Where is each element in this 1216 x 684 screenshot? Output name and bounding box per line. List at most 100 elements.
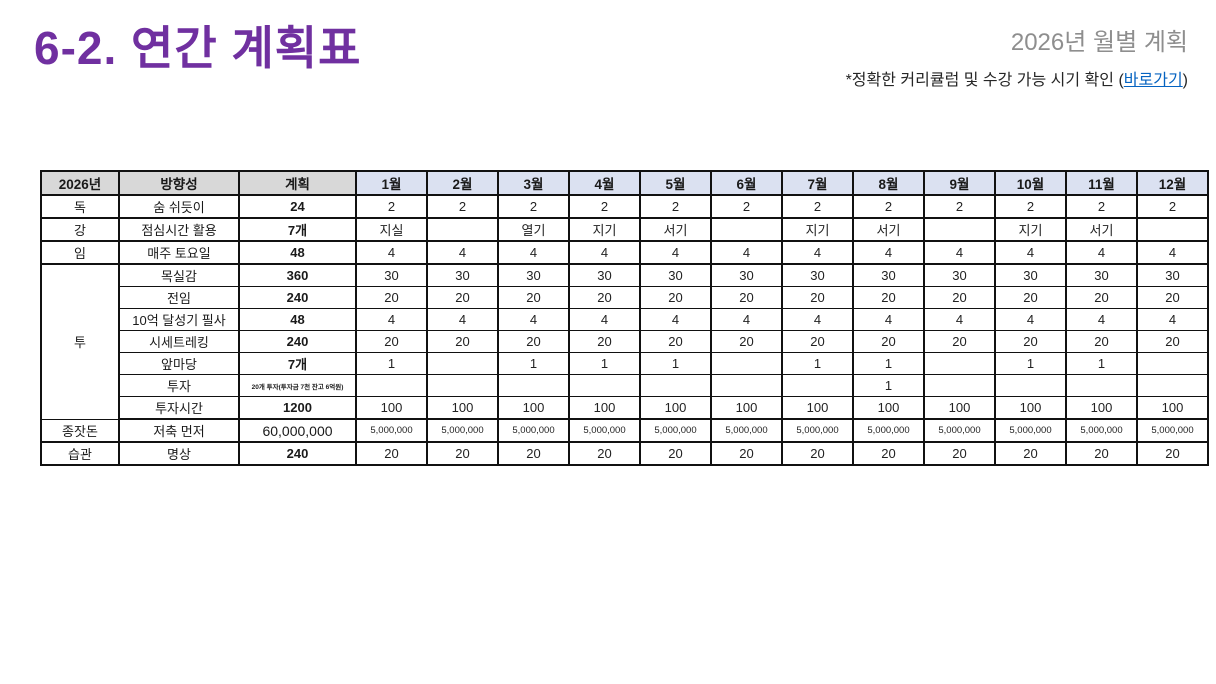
month-cell: 1 [568,352,641,375]
month-cell: 20 [923,330,996,353]
month-cell: 서기 [852,217,925,242]
shortcut-link[interactable]: 바로가기 [1123,72,1183,89]
plan-cell: 240 [238,286,357,309]
month-cell: 4 [568,240,641,265]
month-cell: 5,000,000 [497,418,570,443]
month-cell: 4 [994,308,1067,331]
month-cell: 20 [781,286,854,309]
month-cell [426,374,499,397]
month-cell: 20 [426,286,499,309]
plan-cell: 360 [238,263,357,287]
column-header: 6월 [710,170,783,196]
month-cell: 20 [781,330,854,353]
column-header: 3월 [497,170,570,196]
table-row: 종잣돈 저축 먼저 60,000,000 5,000,000 5,000,000 5,00… [40,418,1209,443]
plan-cell: 48 [238,240,357,265]
table-row: 전임 240 20 20 20 20 20 20 20 20 20 20 20 20 [41,286,1209,309]
month-cell: 2 [1065,194,1138,219]
month-cell [1136,217,1209,242]
table-row: 시세트레킹 240 20 20 20 20 20 20 20 20 20 20 20 20 [41,330,1209,353]
month-cell: 100 [1065,396,1138,420]
direction-cell: 투자 [118,374,240,397]
month-cell: 4 [497,308,570,331]
month-cell: 20 [568,286,641,309]
month-cell: 서기 [639,217,712,242]
month-cell: 30 [923,263,996,287]
month-cell: 1 [994,352,1067,375]
month-cell [710,374,783,397]
month-cell: 2 [639,194,712,219]
month-cell: 4 [1065,308,1138,331]
direction-cell: 숨 쉬듯이 [118,194,240,219]
month-cell: 4 [1065,240,1138,265]
month-cell: 20 [1136,286,1209,309]
month-cell: 4 [497,240,570,265]
category-cell: 강 [40,217,120,242]
column-header: 10월 [994,170,1067,196]
month-cell: 2 [355,194,428,219]
month-cell: 20 [1136,441,1209,466]
direction-cell: 매주 토요일 [118,240,240,265]
month-cell: 5,000,000 [781,418,854,443]
month-cell: 4 [639,240,712,265]
plan-cell: 48 [238,308,357,331]
month-cell: 지기 [568,217,641,242]
month-cell: 5,000,000 [994,418,1067,443]
category-cell: 임 [40,240,120,265]
month-cell: 1 [852,352,925,375]
column-header: 계획 [238,170,357,196]
column-header: 12월 [1136,170,1209,196]
month-cell: 20 [994,286,1067,309]
month-cell [923,217,996,242]
direction-cell: 점심시간 활용 [118,217,240,242]
month-cell: 20 [355,330,428,353]
month-cell [710,352,783,375]
month-cell: 20 [852,286,925,309]
month-cell: 20 [568,330,641,353]
table-row: 투자 20개 투자(투자금 7천 잔고 6억원) 1 [41,374,1209,397]
month-cell: 20 [639,441,712,466]
month-cell: 20 [1136,330,1209,353]
month-cell: 5,000,000 [568,418,641,443]
category-cell: 투 [40,263,120,420]
month-cell: 4 [923,240,996,265]
month-cell: 100 [852,396,925,420]
month-cell: 100 [923,396,996,420]
page-title: 6-2. 연간 계획표 [34,22,362,74]
table-row: 습관 명상 240 20 20 20 20 20 20 20 20 20 20 20 20 [40,441,1209,466]
subtitle: 2026년 월별 계획 [1010,29,1188,56]
direction-cell: 목실감 [118,263,240,287]
curriculum-note: *정확한 커리큘럼 및 수강 가능 시기 확인 (바로가기) [846,66,1188,90]
column-header: 2월 [426,170,499,196]
month-cell: 4 [568,308,641,331]
month-cell: 5,000,000 [1136,418,1209,443]
plan-cell: 7개 [238,217,357,242]
month-cell: 20 [994,441,1067,466]
month-cell: 4 [1136,308,1209,331]
column-header: 1월 [355,170,428,196]
month-cell: 20 [639,286,712,309]
month-cell: 100 [994,396,1067,420]
month-cell [355,374,428,397]
month-cell: 2 [781,194,854,219]
note-text: *정확한 커리큘럼 및 수강 가능 시기 확인 ( [845,72,1124,89]
month-cell: 2 [923,194,996,219]
column-header: 9월 [923,170,996,196]
plan-cell: 1200 [238,396,357,420]
month-cell [781,374,854,397]
column-header: 2026년 [40,170,120,196]
month-cell: 20 [568,441,641,466]
month-cell [1065,374,1138,397]
month-cell: 100 [710,396,783,420]
month-cell: 30 [781,263,854,287]
month-cell: 100 [781,396,854,420]
month-cell [568,374,641,397]
table-row: 투자시간 1200 100 100 100 100 100 100 100 100 100 100 10… [41,396,1209,420]
direction-cell: 투자시간 [118,396,240,420]
month-cell: 5,000,000 [639,418,712,443]
month-cell: 5,000,000 [710,418,783,443]
month-cell: 20 [710,441,783,466]
month-cell: 20 [426,441,499,466]
month-cell: 4 [781,240,854,265]
